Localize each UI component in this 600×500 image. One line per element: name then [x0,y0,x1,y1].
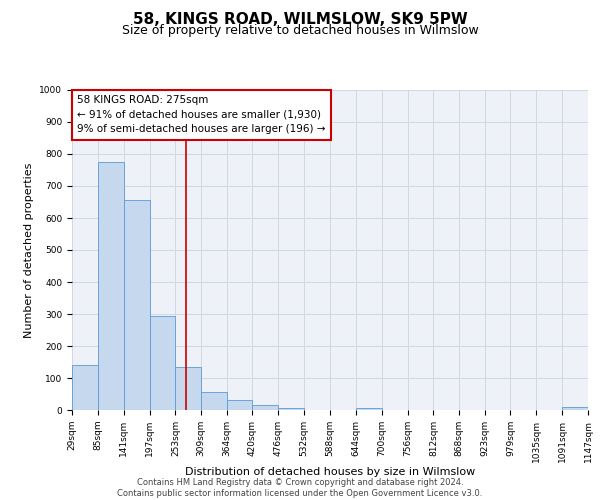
Text: 58 KINGS ROAD: 275sqm
← 91% of detached houses are smaller (1,930)
9% of semi-de: 58 KINGS ROAD: 275sqm ← 91% of detached … [77,95,326,134]
Bar [98,162,124,410]
Bar [278,408,304,410]
Bar [72,365,98,410]
Text: 58, KINGS ROAD, WILMSLOW, SK9 5PW: 58, KINGS ROAD, WILMSLOW, SK9 5PW [133,12,467,28]
Bar [562,407,588,410]
Bar [149,316,175,410]
Y-axis label: Number of detached properties: Number of detached properties [24,162,34,338]
Bar [201,392,227,410]
Bar [175,367,201,410]
Bar [356,408,382,410]
Text: Size of property relative to detached houses in Wilmslow: Size of property relative to detached ho… [122,24,478,37]
Bar [253,404,278,410]
X-axis label: Distribution of detached houses by size in Wilmslow: Distribution of detached houses by size … [185,468,475,477]
Bar [124,200,149,410]
Bar [227,400,253,410]
Text: Contains HM Land Registry data © Crown copyright and database right 2024.
Contai: Contains HM Land Registry data © Crown c… [118,478,482,498]
